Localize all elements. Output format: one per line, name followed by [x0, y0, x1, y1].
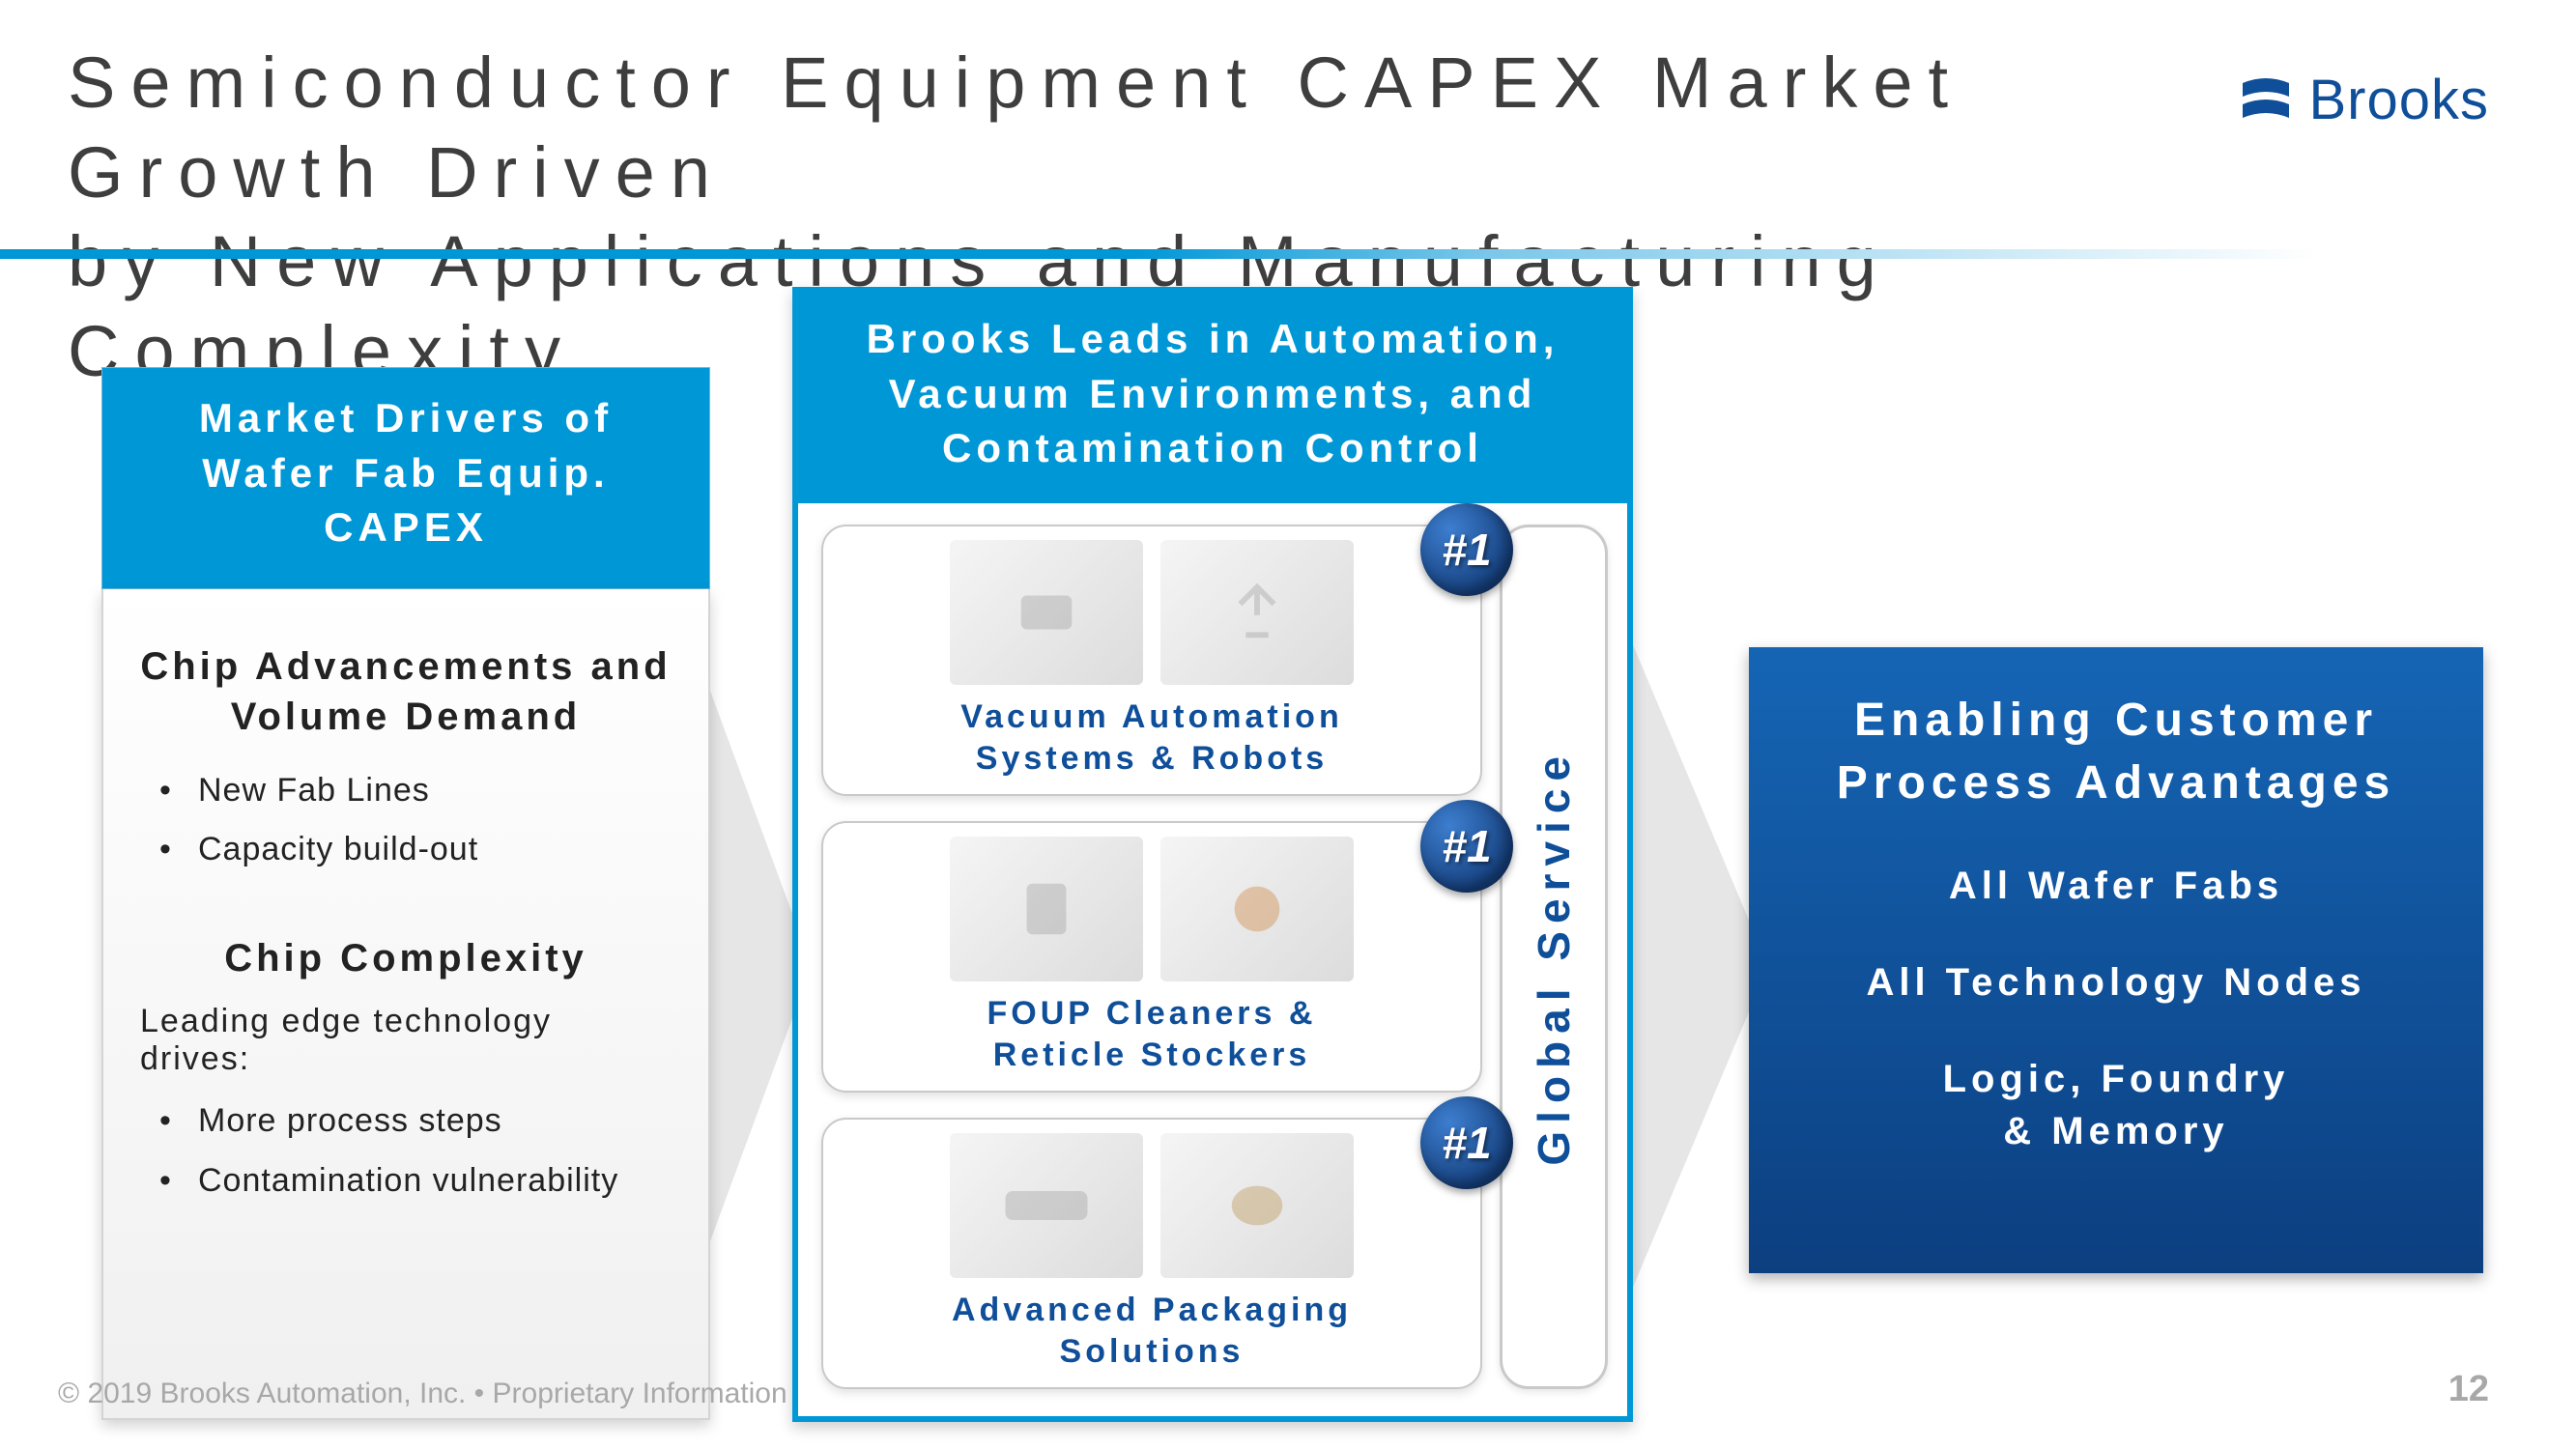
product-image-icon — [950, 540, 1143, 685]
c3-line: All Wafer Fabs — [1778, 860, 2454, 912]
c3-line: Logic, Foundry & Memory — [1778, 1053, 2454, 1157]
bullet-item: More process steps — [159, 1092, 672, 1151]
chip-advancements-bullets: New Fab Lines Capacity build-out — [159, 761, 672, 879]
header-divider — [0, 249, 2576, 259]
rank-badge: #1 — [1420, 503, 1513, 596]
product-card-advanced-packaging: #1 Advanced Packaging Solutions — [821, 1118, 1482, 1389]
chip-advancements-heading: Chip Advancements and Volume Demand — [140, 641, 672, 742]
chip-complexity-intro: Leading edge technology drives: — [140, 1003, 672, 1078]
bullet-item: New Fab Lines — [159, 761, 672, 820]
product-image-icon — [1160, 1133, 1354, 1278]
bullet-item: Capacity build-out — [159, 820, 672, 879]
title-line-1: Semiconductor Equipment CAPEX Market Gro… — [68, 43, 1963, 213]
slide: Semiconductor Equipment CAPEX Market Gro… — [0, 0, 2576, 1449]
product-image-icon — [950, 837, 1143, 981]
bullet-item: Contamination vulnerability — [159, 1151, 672, 1210]
global-service-label: Global Service — [1528, 749, 1580, 1166]
product-card-foup-cleaners: #1 FOUP Cleaners & Reticle Stockers — [821, 821, 1482, 1093]
chip-complexity-heading: Chip Complexity — [140, 933, 672, 983]
page-number: 12 — [2448, 1369, 2489, 1410]
rank-badge: #1 — [1420, 800, 1513, 893]
product-card-vacuum-automation: #1 Vacuum Automation Systems & Robots — [821, 525, 1482, 796]
brand-logo: Brooks — [2237, 68, 2489, 132]
c1-head-line1: Market Drivers of — [199, 395, 613, 440]
global-service-pill: Global Service — [1500, 525, 1608, 1389]
enabling-customer-panel: Enabling Customer Process Advantages All… — [1749, 647, 2483, 1273]
product-card-list: #1 Vacuum Automation Systems & Robots #1 — [821, 525, 1482, 1389]
chip-complexity-bullets: More process steps Contamination vulnera… — [159, 1092, 672, 1209]
enabling-customer-title: Enabling Customer Process Advantages — [1778, 690, 2454, 815]
market-drivers-body: Chip Advancements and Volume Demand New … — [101, 589, 710, 1420]
product-image-icon — [1160, 837, 1354, 981]
market-drivers-panel: Market Drivers of Wafer Fab Equip. CAPEX… — [101, 367, 710, 1420]
brand-mark-icon — [2237, 71, 2295, 129]
product-image-icon — [1160, 540, 1354, 685]
brooks-leads-header: Brooks Leads in Automation, Vacuum Envir… — [798, 293, 1627, 503]
brand-name: Brooks — [2308, 68, 2489, 132]
market-drivers-header: Market Drivers of Wafer Fab Equip. CAPEX — [101, 367, 710, 589]
c3-line: All Technology Nodes — [1778, 956, 2454, 1009]
c1-head-line2: Wafer Fab Equip. CAPEX — [202, 450, 609, 551]
rank-badge: #1 — [1420, 1096, 1513, 1189]
footer-copyright: © 2019 Brooks Automation, Inc. • Proprie… — [58, 1378, 787, 1410]
brooks-leads-panel: Brooks Leads in Automation, Vacuum Envir… — [792, 287, 1633, 1422]
product-image-icon — [950, 1133, 1143, 1278]
flow-arrow-2-icon — [1614, 599, 1768, 1333]
